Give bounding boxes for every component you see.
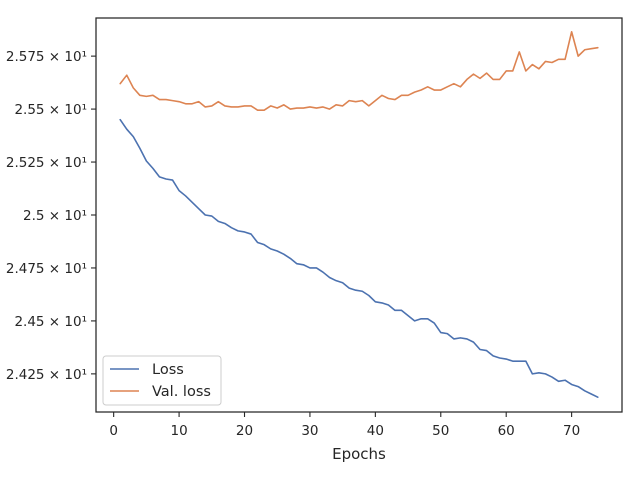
plot-area [96, 18, 622, 412]
series-layer [119, 30, 599, 398]
x-tick-label: 60 [498, 423, 515, 439]
x-tick-label: 40 [367, 423, 384, 439]
legend-label-val-loss: Val. loss [152, 384, 211, 400]
x-axis-ticks: 0 10 20 30 40 50 60 70 [109, 412, 580, 439]
y-axis-ticks: 2.425 × 10¹ 2.45 × 10¹ 2.475 × 10¹ 2.5 × 10… [6, 49, 96, 383]
x-tick-label: 0 [109, 423, 118, 439]
legend-label-loss: Loss [152, 362, 184, 378]
series-line-loss [119, 118, 599, 398]
plot-frame [95, 17, 623, 413]
y-tick-label: 2.55 × 10¹ [14, 102, 87, 118]
x-tick-label: 20 [236, 423, 253, 439]
x-tick-label: 10 [170, 423, 187, 439]
series-line-val-loss [119, 30, 599, 111]
x-tick-label: 70 [563, 423, 580, 439]
x-axis-label: Epochs [332, 445, 386, 463]
y-tick-label: 2.475 × 10¹ [6, 261, 87, 277]
y-tick-label: 2.45 × 10¹ [14, 314, 87, 330]
x-tick-label: 30 [301, 423, 318, 439]
y-tick-label: 2.425 × 10¹ [6, 367, 87, 383]
y-tick-label: 2.5 × 10¹ [23, 208, 87, 224]
legend: Loss Val. loss [102, 355, 222, 406]
y-tick-label: 2.575 × 10¹ [6, 49, 87, 65]
x-tick-label: 50 [432, 423, 449, 439]
y-tick-label: 2.525 × 10¹ [6, 155, 87, 171]
